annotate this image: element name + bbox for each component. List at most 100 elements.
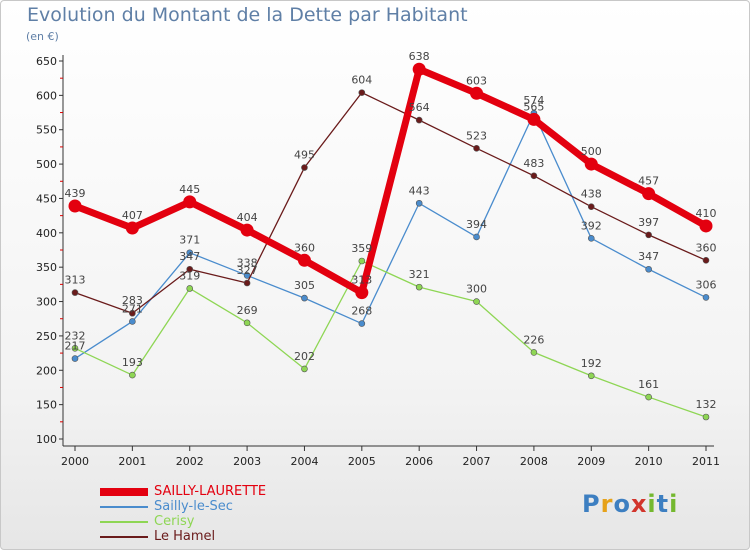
y-tick-label: 100 (36, 433, 57, 446)
data-label: 347 (179, 250, 200, 263)
data-point (186, 265, 194, 273)
series-line-sailly-le-sec (74, 112, 707, 360)
data-label: 439 (65, 187, 86, 200)
series-line-cerisy (74, 260, 707, 418)
y-tick-label: 600 (36, 89, 57, 102)
data-label: 397 (638, 216, 659, 229)
data-point (702, 294, 710, 301)
legend-swatch (100, 487, 148, 496)
data-label: 192 (581, 357, 602, 370)
data-point (355, 286, 369, 300)
x-tick-label: 2007 (463, 455, 491, 468)
series-line-le-hamel (74, 91, 707, 314)
data-label: 321 (409, 268, 430, 281)
data-point (470, 86, 484, 100)
data-point (186, 249, 194, 257)
data-point (473, 298, 480, 305)
data-label: 392 (581, 219, 602, 232)
data-point (415, 199, 423, 207)
data-point (71, 344, 79, 352)
legend-item: SAILLY-LAURETTE (100, 484, 266, 499)
data-label: 523 (466, 129, 487, 142)
data-point (645, 231, 652, 239)
legend-swatch (100, 535, 148, 538)
data-point (645, 393, 652, 401)
proxiti-logo[interactable]: Proxiti (582, 490, 679, 518)
data-point (358, 320, 366, 327)
data-point (530, 349, 538, 356)
data-point (702, 413, 710, 421)
data-point (297, 253, 311, 267)
data-point (530, 172, 538, 180)
data-label: 132 (696, 398, 717, 411)
data-label: 404 (237, 211, 258, 224)
data-label: 232 (65, 329, 86, 342)
data-point (587, 203, 595, 211)
data-point (415, 116, 423, 124)
data-point (129, 309, 136, 317)
data-label: 394 (466, 218, 487, 231)
data-point (71, 289, 79, 296)
data-point (243, 272, 251, 279)
y-tick-label: 300 (36, 296, 57, 309)
data-point (358, 89, 366, 96)
data-label: 495 (294, 149, 315, 162)
data-label: 313 (65, 274, 86, 287)
legend-label: Sailly-le-Sec (154, 499, 233, 514)
data-label: 371 (179, 234, 200, 247)
x-tick-label: 2009 (577, 455, 605, 468)
data-label: 360 (696, 241, 717, 254)
data-point (358, 257, 366, 265)
y-tick-label: 200 (36, 364, 57, 377)
data-point (243, 319, 251, 327)
x-tick-label: 2006 (405, 455, 433, 468)
legend-item: Sailly-le-Sec (100, 499, 266, 514)
data-label: 574 (523, 94, 544, 107)
data-label: 193 (122, 356, 143, 369)
series-line-sailly-laurette (71, 65, 710, 297)
data-label: 202 (294, 350, 315, 363)
data-label: 604 (351, 74, 372, 87)
data-label: 438 (581, 188, 602, 201)
x-tick-label: 2010 (635, 455, 663, 468)
data-point (125, 221, 139, 235)
x-tick-label: 2002 (176, 455, 204, 468)
data-label: 359 (351, 242, 372, 255)
data-label: 500 (581, 145, 602, 158)
data-point (702, 257, 710, 264)
data-label: 483 (523, 157, 544, 170)
data-label: 360 (294, 241, 315, 254)
x-tick-label: 2008 (520, 455, 548, 468)
data-point (129, 371, 136, 379)
data-label: 300 (466, 283, 487, 296)
data-point (584, 157, 598, 171)
data-point (527, 112, 541, 126)
legend-swatch (100, 520, 148, 523)
data-label: 283 (122, 294, 143, 307)
data-label: 161 (638, 378, 659, 391)
data-point (587, 235, 595, 242)
data-label: 410 (696, 207, 717, 220)
x-tick-label: 2001 (118, 455, 146, 468)
data-point (301, 164, 308, 171)
data-label: 226 (523, 333, 544, 346)
data-point (183, 195, 197, 209)
legend: SAILLY-LAURETTE Sailly-le-Sec Cerisy Le Ham… (100, 484, 266, 544)
data-label: 217 (65, 340, 86, 353)
chart-title: Evolution du Montant de la Dette par Hab… (27, 4, 468, 26)
data-label: 268 (351, 305, 372, 318)
x-tick-label: 2004 (290, 455, 318, 468)
data-point (68, 199, 82, 213)
legend-label: Cerisy (154, 514, 195, 529)
data-label: 306 (696, 278, 717, 291)
y-tick-label: 350 (36, 261, 57, 274)
data-label: 443 (409, 184, 430, 197)
y-tick-label: 150 (36, 399, 57, 412)
data-point (301, 365, 308, 373)
y-tick-label: 400 (36, 227, 57, 240)
legend-item: Le Hamel (100, 529, 266, 544)
legend-label: Le Hamel (154, 529, 216, 544)
data-label: 313 (351, 274, 372, 287)
